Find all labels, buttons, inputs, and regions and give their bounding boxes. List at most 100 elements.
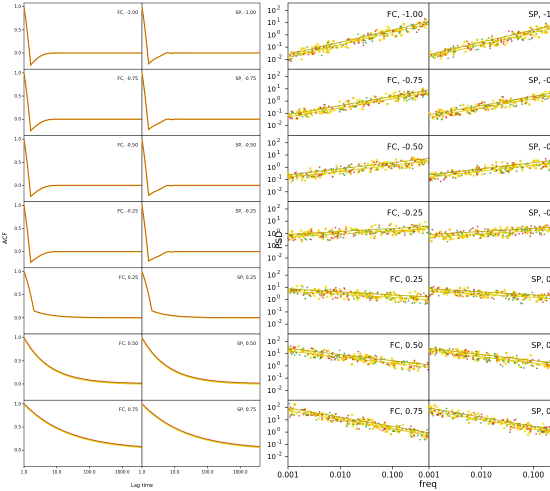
psd-point xyxy=(426,435,429,438)
psd-point xyxy=(437,108,441,112)
psd-point xyxy=(429,353,432,356)
psd-point xyxy=(515,104,518,107)
psd-point xyxy=(502,426,506,430)
psd-point xyxy=(490,36,493,40)
psd-point xyxy=(416,292,420,295)
psd-fit-line xyxy=(428,25,550,55)
psd-fit-line xyxy=(428,227,550,235)
psd-y-tick-exponent: 2 xyxy=(277,72,280,78)
psd-point xyxy=(346,166,349,168)
psd-point xyxy=(307,230,310,234)
psd-y-tick-exponent: -2 xyxy=(277,187,282,193)
psd-point xyxy=(461,236,464,240)
psd-point xyxy=(543,298,546,302)
psd-point xyxy=(378,38,382,42)
psd-point xyxy=(489,47,492,50)
psd-point xyxy=(330,236,333,239)
psd-point xyxy=(394,158,398,161)
psd-x-tick-label: 0.010 xyxy=(470,470,492,479)
psd-y-tick-exponent: 1 xyxy=(277,282,280,288)
psd-point xyxy=(545,433,547,436)
psd-point xyxy=(548,293,550,296)
psd-point xyxy=(369,38,371,41)
psd-point xyxy=(477,48,479,51)
psd-point xyxy=(472,356,474,359)
psd-y-tick-label: 10 xyxy=(267,416,276,424)
psd-point xyxy=(329,109,333,113)
psd-point xyxy=(365,166,368,168)
psd-point xyxy=(371,160,375,164)
psd-point xyxy=(295,177,299,181)
acf-x-tick-label: 10.0 xyxy=(52,469,62,474)
psd-point xyxy=(293,291,296,294)
psd-point xyxy=(493,227,497,231)
acf-panel-label: SP, -0.50 xyxy=(236,142,257,148)
psd-point xyxy=(389,432,393,436)
psd-y-tick-label: 10 xyxy=(267,296,276,304)
psd-point xyxy=(476,229,479,232)
acf-y-tick-label: 0.5 xyxy=(14,27,21,32)
psd-point xyxy=(328,111,332,115)
psd-point xyxy=(542,431,545,434)
psd-point xyxy=(475,167,478,169)
psd-point xyxy=(305,238,308,241)
psd-point xyxy=(441,112,443,115)
psd-point xyxy=(307,414,310,417)
psd-x-tick-label: 0.010 xyxy=(329,470,351,479)
acf-panel-label: SP, -0.25 xyxy=(236,209,257,215)
acf-subplot: SP, -0.75 xyxy=(141,68,261,136)
psd-point xyxy=(369,299,372,302)
psd-point xyxy=(289,414,292,416)
psd-point xyxy=(491,108,493,110)
psd-point xyxy=(327,41,329,44)
psd-point xyxy=(493,417,496,420)
psd-fit-line xyxy=(428,229,550,238)
psd-point xyxy=(529,229,532,232)
psd-point xyxy=(333,416,336,419)
psd-point xyxy=(468,112,471,115)
psd-y-tick-exponent: 1 xyxy=(277,150,280,156)
psd-point xyxy=(433,236,436,239)
psd-point xyxy=(346,295,348,298)
psd-point xyxy=(407,163,410,166)
psd-point xyxy=(324,111,327,114)
psd-panel-label: SP, -0.25 xyxy=(528,209,550,218)
psd-point xyxy=(338,172,342,175)
psd-point xyxy=(531,28,534,31)
psd-y-tick-exponent: 2 xyxy=(277,336,280,342)
psd-panel-label: FC, -0.75 xyxy=(387,76,423,85)
psd-subplot: SP, 0.25 xyxy=(428,267,550,335)
psd-point xyxy=(544,157,547,160)
psd-point xyxy=(466,295,469,297)
psd-point xyxy=(466,45,469,48)
psd-point xyxy=(516,427,519,430)
psd-point xyxy=(347,38,350,40)
psd-point xyxy=(353,420,356,422)
psd-point xyxy=(495,161,498,164)
psd-y-tick-exponent: -1 xyxy=(277,42,282,48)
psd-point xyxy=(526,229,529,231)
psd-fit-line xyxy=(428,288,550,297)
psd-point xyxy=(491,35,493,37)
psd-y-tick-label: 10 xyxy=(267,242,276,250)
psd-point xyxy=(485,414,489,418)
psd-point xyxy=(475,295,478,298)
psd-point xyxy=(367,32,369,35)
psd-point xyxy=(486,296,490,299)
psd-point xyxy=(457,237,460,240)
psd-point xyxy=(422,163,425,166)
acf-subplot: 0.0 0.5 1.0 FC, -0.75 xyxy=(14,68,143,136)
psd-point xyxy=(505,424,508,427)
psd-point xyxy=(413,290,417,293)
psd-point xyxy=(335,289,338,292)
psd-point xyxy=(480,294,482,297)
psd-point xyxy=(503,288,507,292)
psd-point xyxy=(346,292,349,295)
psd-point xyxy=(467,42,470,45)
psd-point xyxy=(434,353,437,356)
psd-point xyxy=(457,356,461,360)
psd-point xyxy=(545,426,548,428)
acf-subplot: 0.0 0.5 1.0 FC, 0.25 xyxy=(14,267,143,335)
psd-point xyxy=(327,357,330,360)
psd-point xyxy=(402,230,405,233)
